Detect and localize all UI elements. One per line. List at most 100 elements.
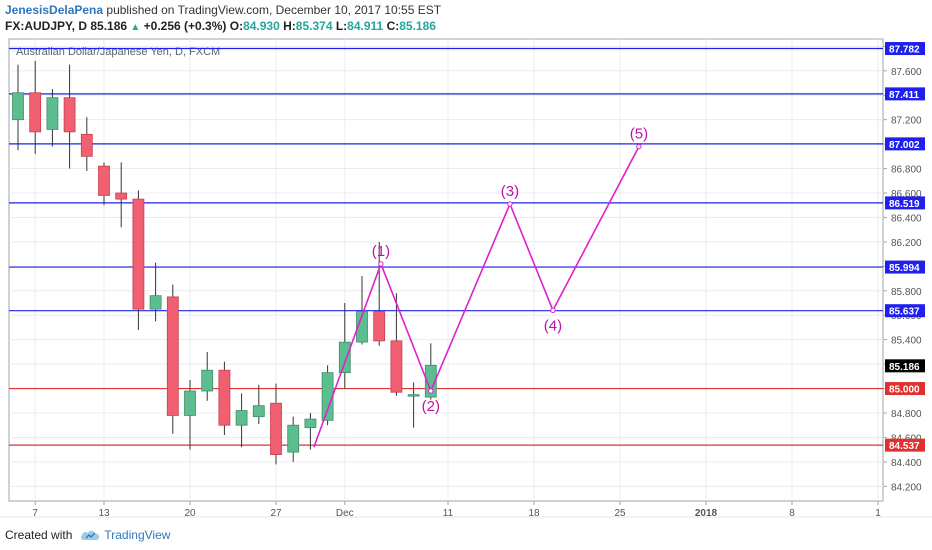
level-price-box [885, 438, 925, 452]
candle-up [338, 341, 351, 374]
wave-label: (4) [544, 317, 562, 334]
close-label: C: [386, 19, 400, 33]
candle-up [321, 372, 334, 421]
candle-down [390, 340, 403, 393]
wave-point [428, 388, 434, 394]
candle-up [287, 424, 300, 453]
y-tick-label: 86.200 [891, 238, 922, 249]
level-price-label: 87.411 [889, 90, 919, 101]
candle-down [115, 192, 128, 200]
y-tick-label: 84.800 [891, 409, 922, 420]
publish-text: published on TradingView.com, December 1… [106, 3, 442, 17]
candle-down [166, 296, 179, 416]
level-price-label: 85.994 [889, 263, 920, 274]
candle-up [12, 92, 24, 121]
symbol-info: FX:AUDJPY, D 85.186 ▲ +0.256 (+0.3%) O:8… [5, 19, 436, 33]
current-price-box [885, 359, 925, 373]
x-tick-label: 11 [443, 508, 454, 519]
horizontal-lines [9, 47, 883, 446]
wave-label: (2) [422, 398, 440, 415]
open-label: O: [229, 19, 244, 33]
price-change: +0.256 (+0.3%) [143, 19, 227, 33]
candle-up [184, 390, 196, 416]
level-price-box [885, 87, 925, 101]
x-tick-label: 7 [32, 508, 38, 519]
level-price-label: 85.637 [889, 307, 920, 318]
candle-up [407, 394, 420, 397]
candle-up [252, 405, 265, 418]
candle-up [424, 364, 437, 398]
wave-point [636, 143, 642, 150]
candle-down [132, 198, 145, 310]
time-axis[interactable]: 7 13 20 27 Dec 11 18 25 2018 8 1 [32, 501, 881, 519]
candle-down [373, 311, 386, 342]
x-tick-label: 20 [184, 508, 196, 519]
wave-label: (1) [372, 243, 390, 260]
level-price-label: 87.002 [889, 140, 920, 151]
level-price-box [885, 304, 925, 318]
symbol-name: FX:AUDJPY, D [5, 19, 88, 33]
y-tick-label: 86.800 [891, 165, 922, 176]
candle-down [218, 369, 231, 426]
low-value: 84.911 [347, 19, 384, 33]
candle-up [46, 97, 59, 130]
x-tick-label: 13 [98, 508, 110, 519]
y-tick-label: 87.200 [891, 116, 922, 127]
x-tick-label: 27 [270, 508, 282, 519]
candle-down [63, 97, 76, 133]
candle-down [98, 165, 110, 196]
level-price-label: 85.000 [889, 385, 920, 396]
tradingview-link[interactable]: TradingView [104, 528, 171, 542]
candle-up [356, 311, 368, 343]
x-tick-label: 8 [789, 508, 795, 519]
level-price-box [885, 42, 925, 56]
level-price-box [885, 137, 925, 151]
level-price-box [885, 260, 925, 274]
candle-down [29, 92, 42, 133]
wave-path [313, 146, 640, 448]
current-price-label: 85.186 [889, 362, 920, 373]
wave-point [507, 201, 513, 207]
wave-label: (5) [630, 126, 648, 143]
chart-title: Australian Dollar/Japanese Yen, D, FXCM [16, 46, 220, 58]
open-value: 84.930 [243, 19, 280, 33]
up-arrow-icon: ▲ [130, 22, 141, 33]
candle-up [149, 295, 162, 310]
wave-label: (3) [501, 183, 519, 200]
y-tick-label: 86.400 [891, 213, 922, 224]
candle-down [80, 133, 93, 157]
y-tick-label: 84.400 [891, 458, 922, 469]
tradingview-cloud-icon [81, 530, 100, 540]
level-price-box [885, 196, 925, 210]
author-link[interactable]: JenesisDelaPena [5, 3, 104, 17]
level-price-label: 87.782 [889, 45, 920, 56]
y-tick-label: 85.400 [891, 336, 922, 347]
x-tick-label: 25 [614, 508, 626, 519]
candles [12, 61, 437, 465]
y-tick-label: 85.800 [891, 287, 922, 298]
chart-frame [8, 38, 884, 502]
low-label: L: [335, 19, 348, 33]
price-axis[interactable]: 84.20084.40084.60084.80085.00085.20085.4… [883, 42, 925, 493]
x-tick-label: 1 [875, 508, 881, 519]
wave-point [378, 261, 384, 267]
created-with-text: Created with [5, 528, 73, 542]
footer: Created with TradingView [5, 528, 170, 542]
publish-info: JenesisDelaPena published on TradingView… [5, 3, 441, 17]
close-value: 85.186 [399, 19, 436, 33]
last-price: 85.186 [90, 19, 128, 33]
candle-down [270, 402, 282, 455]
y-tick-label: 84.200 [891, 482, 922, 493]
level-price-label: 84.537 [889, 441, 920, 452]
y-tick-label: 86.600 [891, 189, 922, 200]
x-tick-label: 18 [528, 508, 540, 519]
high-label: H: [283, 19, 296, 33]
candle-up [201, 369, 214, 392]
y-tick-label: 87.600 [891, 67, 922, 78]
candle-up [304, 418, 317, 429]
high-value: 85.374 [295, 19, 333, 33]
level-price-box [885, 382, 925, 396]
x-tick-label: Dec [336, 508, 354, 519]
elliott-wave: (1) (2) (3) (4) (5) [313, 126, 648, 448]
